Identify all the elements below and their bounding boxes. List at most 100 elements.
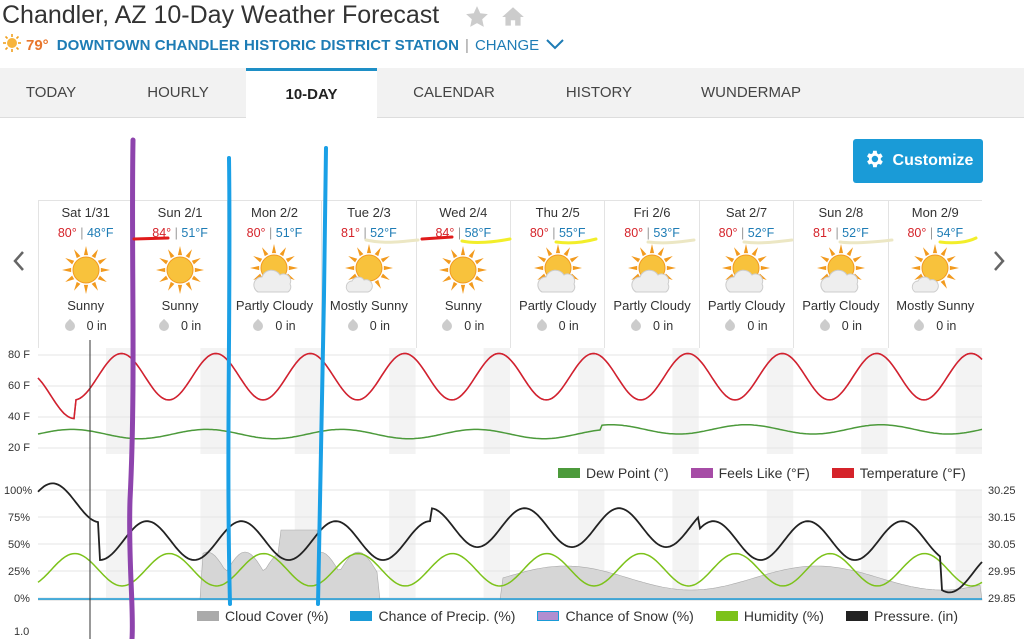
day-precip: 0 in xyxy=(889,318,982,334)
cond-y-tick: 25% xyxy=(8,566,31,578)
night-band xyxy=(672,490,699,600)
day-temps: 80° | 55°F xyxy=(529,226,586,240)
day-temps: 80° | 52°F xyxy=(718,226,775,240)
day-column[interactable]: Wed 2/4 84° | 58°F Sunny 0 in xyxy=(415,201,510,348)
tab-wundermap[interactable]: WUNDERMAP xyxy=(701,84,801,101)
day-condition: Partly Cloudy xyxy=(707,298,786,313)
day-condition: Partly Cloudy xyxy=(613,298,691,313)
cond-y-tick: 50% xyxy=(8,539,31,551)
temperature-line xyxy=(37,352,983,420)
customize-button[interactable]: Customize xyxy=(853,139,983,183)
day-precip: 0 in xyxy=(605,318,698,334)
prev-arrow-icon[interactable] xyxy=(10,248,28,281)
gear-icon xyxy=(863,148,885,175)
day-date: Tue 2/3 xyxy=(347,205,391,220)
day-precip: 0 in xyxy=(700,318,793,334)
temp-y-tick: 40 F xyxy=(8,411,31,423)
tab-bar: TODAY HOURLY 10-DAY CALENDAR HISTORY WUN… xyxy=(0,68,1024,119)
day-condition: Sunny xyxy=(67,298,105,313)
separator: | xyxy=(465,36,469,54)
customize-label: Customize xyxy=(892,152,974,169)
night-band xyxy=(389,348,416,454)
legend-dew-point[interactable]: Dew Point (°) xyxy=(558,465,669,481)
day-temps: 84° | 51°F xyxy=(152,226,208,240)
day-column[interactable]: Mon 2/2 80° | 51°F Partly Cloudy 0 in xyxy=(226,201,321,348)
day-temps: 80° | 48°F xyxy=(57,226,114,240)
day-column[interactable]: Fri 2/6 80° | 53°F Partly Cloudy 0 in xyxy=(604,201,698,348)
day-precip: 0 in xyxy=(417,318,510,334)
day-condition: Partly Cloudy xyxy=(235,298,314,313)
night-band xyxy=(483,348,510,454)
legend-chance-precip[interactable]: Chance of Precip. (%) xyxy=(350,608,515,624)
tab-today[interactable]: TODAY xyxy=(25,84,77,101)
day-column[interactable]: Mon 2/9 80° | 54°F Mostly Sunny 0 in xyxy=(887,201,982,348)
day-temps: 80° | 53°F xyxy=(624,226,680,240)
forecast-charts xyxy=(37,340,983,639)
day-precip: 0 in xyxy=(133,318,226,334)
legend-temperature[interactable]: Temperature (°F) xyxy=(831,465,966,481)
day-precip: 0 in xyxy=(228,318,321,334)
day-condition: Partly Cloudy xyxy=(519,298,597,313)
night-band xyxy=(294,348,322,454)
night-band xyxy=(955,490,982,600)
tab-history[interactable]: HISTORY xyxy=(565,84,633,101)
mostly-sunny-icon xyxy=(344,244,393,293)
chevron-down-icon[interactable] xyxy=(545,37,565,54)
partly-cloudy-icon xyxy=(250,244,299,293)
pressure-y-tick: 29.95 xyxy=(988,566,1016,578)
day-precip: 0 in xyxy=(511,318,604,334)
home-icon[interactable] xyxy=(500,4,526,30)
day-column[interactable]: Sun 2/8 81° | 52°F Partly Cloudy 0 in xyxy=(793,201,887,348)
night-band xyxy=(861,348,888,454)
day-column[interactable]: Thu 2/5 80° | 55°F Partly Cloudy 0 in xyxy=(510,201,604,348)
day-column[interactable]: Sat 1/31 80° | 48°F Sunny 0 in xyxy=(38,201,132,348)
day-temps: 80° | 51°F xyxy=(246,226,303,240)
partly-cloudy-icon xyxy=(533,244,582,293)
legend-cloud-cover[interactable]: Cloud Cover (%) xyxy=(197,608,328,624)
day-condition: Sunny xyxy=(161,298,199,313)
day-column[interactable]: Sun 2/1 84° | 51°F Sunny 0 in xyxy=(132,201,226,348)
cond-y-tick: 75% xyxy=(8,512,31,524)
night-band xyxy=(577,348,605,454)
day-temps: 81° | 52°F xyxy=(341,226,397,240)
day-date: Sat 2/7 xyxy=(725,205,768,220)
next-arrow-icon[interactable] xyxy=(990,248,1008,281)
star-icon[interactable] xyxy=(464,4,490,30)
dew-point-line xyxy=(37,424,983,440)
day-condition: Mostly Sunny xyxy=(329,298,408,313)
day-date: Sun 2/1 xyxy=(157,205,203,220)
tab-10-day[interactable]: 10-DAY xyxy=(246,68,377,119)
day-condition: Sunny xyxy=(444,298,482,313)
day-date: Fri 2/6 xyxy=(633,205,671,220)
humidity-line xyxy=(37,552,983,587)
page-title: Chandler, AZ 10-Day Weather Forecast xyxy=(2,1,440,29)
day-temps: 80° | 54°F xyxy=(907,226,964,240)
partly-cloudy-icon xyxy=(628,244,677,293)
night-band xyxy=(766,348,794,454)
tab-hourly[interactable]: HOURLY xyxy=(147,84,209,101)
partly-cloudy-icon xyxy=(816,244,865,293)
pressure-line xyxy=(37,482,983,594)
day-condition: Partly Cloudy xyxy=(802,298,880,313)
night-band xyxy=(200,348,227,454)
legend-feels-like[interactable]: Feels Like (°F) xyxy=(690,465,810,481)
temp-legend: Dew Point (°) Feels Like (°F) Temperatur… xyxy=(536,465,966,481)
cond-y-tick: 100% xyxy=(4,485,33,497)
cond-y-tick: 0% xyxy=(14,593,30,605)
legend-pressure[interactable]: Pressure. (in) xyxy=(845,608,958,624)
pressure-y-tick: 29.85 xyxy=(988,593,1016,605)
day-date: Mon 2/9 xyxy=(911,205,959,220)
day-date: Mon 2/2 xyxy=(251,205,298,220)
change-station-link[interactable]: CHANGE xyxy=(474,36,540,54)
day-condition: Mostly Sunny xyxy=(896,298,975,313)
pressure-y-tick: 30.15 xyxy=(988,512,1016,524)
tab-calendar[interactable]: CALENDAR xyxy=(413,84,495,101)
legend-humidity[interactable]: Humidity (%) xyxy=(715,608,824,624)
day-precip: 0 in xyxy=(794,318,887,334)
station-name[interactable]: DOWNTOWN CHANDLER HISTORIC DISTRICT STAT… xyxy=(56,36,460,54)
legend-chance-snow[interactable]: Chance of Snow (%) xyxy=(537,608,694,624)
mostly-sunny-icon xyxy=(911,244,960,293)
day-column[interactable]: Tue 2/3 81° | 52°F Mostly Sunny 0 in xyxy=(321,201,415,348)
day-column[interactable]: Sat 2/7 80° | 52°F Partly Cloudy 0 in xyxy=(698,201,793,348)
